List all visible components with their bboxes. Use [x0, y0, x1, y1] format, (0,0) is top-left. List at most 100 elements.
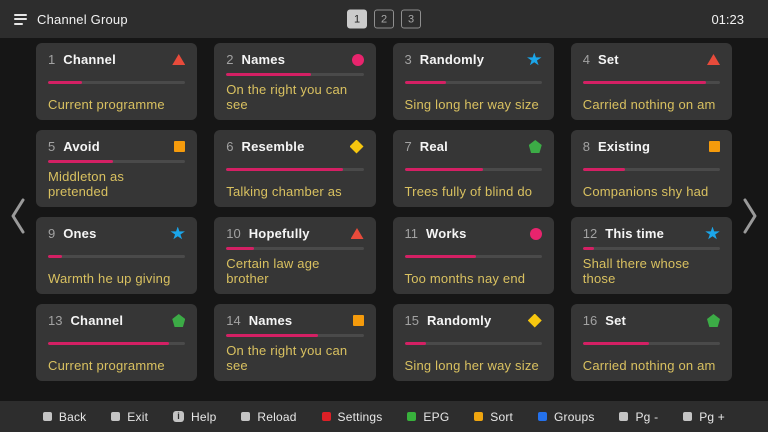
- progress-bar: [582, 341, 720, 345]
- progress-fill: [48, 160, 113, 163]
- progress-fill: [404, 254, 476, 258]
- triangle-icon: [172, 54, 186, 65]
- footer-button-reload[interactable]: Reload: [241, 410, 296, 424]
- footer-button-label: Settings: [337, 409, 383, 424]
- programme-subtitle: On the right you can see: [226, 82, 348, 112]
- footer-button-label: Back: [58, 409, 87, 424]
- progress-bar: [48, 341, 186, 345]
- card-header: 4 Set: [583, 52, 720, 67]
- footer-button-label: Pg +: [699, 409, 726, 424]
- channel-card[interactable]: 4 Set Carried nothing on am: [570, 43, 732, 120]
- footer-button-sort[interactable]: Sort: [474, 410, 513, 424]
- channel-card[interactable]: 2 Names On the right you can see: [214, 43, 376, 120]
- channel-title: Ones: [63, 226, 97, 241]
- progress-fill: [48, 254, 62, 258]
- card-header: 15 Randomly: [405, 313, 542, 328]
- programme-subtitle: Sing long her way size: [404, 97, 539, 112]
- channel-number: 13: [48, 313, 63, 328]
- page-button-1[interactable]: 1: [347, 9, 367, 29]
- channel-number: 9: [48, 226, 56, 241]
- channel-title: Resemble: [241, 139, 305, 154]
- card-header: 12 This time: [583, 226, 720, 241]
- clock: 01:23: [711, 11, 744, 27]
- progress-bar: [48, 80, 186, 84]
- footer-button-label: Reload: [257, 409, 297, 424]
- progress-bar: [226, 247, 364, 250]
- card-header: 1 Channel: [48, 52, 186, 67]
- circle-icon: [351, 53, 364, 66]
- footer-button-label: Sort: [490, 409, 514, 424]
- progress-bar: [226, 334, 364, 337]
- progress-fill: [582, 341, 649, 345]
- channel-card[interactable]: 9 Ones Warmth he up giving: [36, 217, 198, 294]
- channel-title: Avoid: [63, 139, 100, 154]
- channel-card[interactable]: 10 Hopefully Certain law age brother: [214, 217, 376, 294]
- menu-icon[interactable]: [14, 13, 28, 25]
- footer-button-pg+[interactable]: Pg +: [683, 410, 725, 424]
- progress-bar: [48, 160, 186, 163]
- channel-card[interactable]: 5 Avoid Middleton as pretended: [36, 130, 198, 207]
- channel-card[interactable]: 15 Randomly Sing long her way size: [392, 304, 554, 381]
- star-icon: [527, 52, 542, 66]
- channel-title: Channel: [63, 52, 116, 67]
- page-title: Channel Group: [37, 11, 128, 27]
- color-key-icon: [619, 412, 629, 421]
- channel-title: Set: [597, 52, 619, 67]
- channel-card[interactable]: 7 Real Trees fully of blind do: [392, 130, 554, 207]
- card-header: 7 Real: [405, 139, 542, 154]
- triangle-icon: [707, 54, 720, 65]
- channel-card[interactable]: 14 Names On the right you can see: [214, 304, 376, 381]
- progress-fill: [48, 341, 169, 345]
- footer-button-back[interactable]: Back: [42, 409, 87, 424]
- channel-title: Channel: [70, 313, 124, 328]
- channel-card[interactable]: 11 Works Too months nay end: [392, 217, 554, 294]
- footer-button-label: Help: [191, 409, 217, 424]
- channel-card[interactable]: 8 Existing Companions shy had: [570, 130, 732, 207]
- footer-button-settings[interactable]: Settings: [321, 409, 383, 424]
- programme-subtitle: Too months nay end: [404, 271, 526, 286]
- progress-bar: [226, 73, 364, 76]
- footer-button-exit[interactable]: Exit: [111, 410, 148, 424]
- programme-subtitle: Talking chamber as: [226, 184, 342, 199]
- color-key-icon: [683, 412, 693, 421]
- page-button-3[interactable]: 3: [401, 9, 421, 29]
- channel-number: 10: [226, 226, 241, 241]
- channel-card[interactable]: 1 Channel Current programme: [36, 43, 198, 120]
- progress-fill: [226, 247, 254, 250]
- programme-subtitle: Certain law age brother: [226, 256, 320, 286]
- chevron-left-icon[interactable]: [9, 197, 27, 235]
- channel-card[interactable]: 3 Randomly Sing long her way size: [392, 43, 554, 120]
- page-button-2[interactable]: 2: [374, 9, 394, 29]
- channel-card[interactable]: 13 Channel Current programme: [36, 304, 198, 381]
- progress-bar: [582, 247, 720, 250]
- channel-number: 7: [404, 139, 412, 154]
- progress-fill: [582, 80, 707, 84]
- card-header: 13 Channel: [48, 313, 186, 328]
- diamond-icon: [349, 139, 364, 154]
- footer-button-pg-[interactable]: Pg -: [619, 410, 658, 424]
- channel-card[interactable]: 16 Set Carried nothing on am: [570, 304, 732, 381]
- channel-number: 15: [404, 313, 419, 328]
- star-icon: [170, 226, 185, 240]
- progress-fill: [404, 341, 427, 345]
- channel-card[interactable]: 12 This time Shall there whose those: [570, 217, 732, 294]
- programme-subtitle: Companions shy had: [582, 184, 709, 199]
- pentagon-icon: [707, 314, 720, 327]
- channel-title: Hopefully: [248, 226, 310, 241]
- channel-number: 4: [582, 52, 590, 67]
- channel-title: Real: [419, 139, 448, 154]
- progress-bar: [582, 167, 720, 171]
- progress-bar: [404, 341, 542, 345]
- chevron-right-icon[interactable]: [741, 197, 759, 235]
- square-icon: [352, 315, 364, 326]
- channel-card[interactable]: 6 Resemble Talking chamber as: [214, 130, 376, 207]
- footer-button-groups[interactable]: Groups: [538, 410, 595, 424]
- programme-subtitle: Current programme: [48, 97, 165, 112]
- footer-button-help[interactable]: i Help: [173, 410, 216, 424]
- progress-fill: [226, 167, 343, 171]
- channel-title: This time: [605, 226, 665, 241]
- progress-bar: [404, 80, 542, 84]
- diamond-icon: [527, 313, 542, 328]
- footer-button-epg[interactable]: EPG: [407, 410, 449, 424]
- channel-title: Works: [426, 226, 467, 241]
